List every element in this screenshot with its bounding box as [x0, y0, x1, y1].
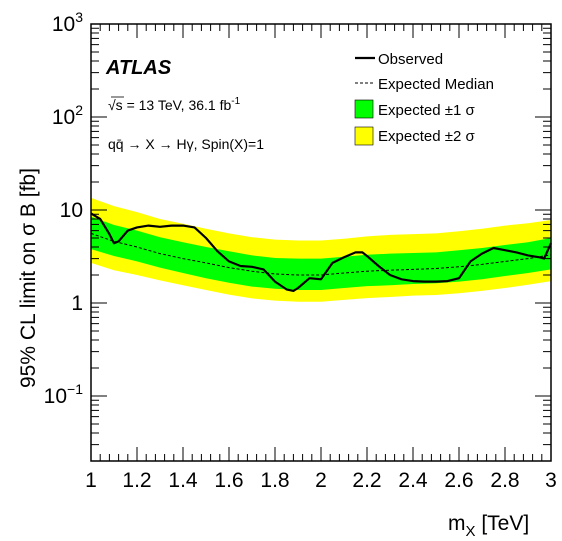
x-tick-label: 2.2: [352, 469, 381, 492]
y-tick-label: 10: [60, 199, 83, 222]
x-tick-label: 1.2: [122, 469, 151, 492]
x-axis-title-unit: [TeV]: [476, 512, 530, 535]
x-axis-title: mX [TeV]: [448, 512, 529, 540]
x-tick-label: 1.6: [214, 469, 243, 492]
y-axis-title: 95% CL limit on σ B [fb]: [17, 168, 40, 388]
legend: Observed Expected Median Expected ±1 σ E…: [354, 51, 494, 146]
x-tick-label: 1: [85, 469, 97, 492]
y-tick-label: 1: [71, 292, 83, 315]
atlas-label: ATLAS: [105, 57, 172, 79]
x-tick-label: 2.6: [444, 469, 473, 492]
legend-2sigma: Expected ±2 σ: [378, 128, 475, 145]
legend-1sigma: Expected ±1 σ: [378, 102, 475, 119]
process-label: qq̄ → X → Hγ, Spin(X)=1: [108, 136, 264, 152]
energy-lumi-sup: -1: [231, 96, 240, 107]
energy-lumi-text: √s = 13 TeV, 36.1 fb: [108, 97, 231, 113]
y-tick-label: 103: [52, 9, 83, 36]
x-tick-label: 3: [545, 469, 557, 492]
energy-lumi-label: √s = 13 TeV, 36.1 fb-1: [108, 96, 241, 113]
x-tick-label: 1.8: [260, 469, 289, 492]
band-1sigma: [91, 216, 551, 290]
x-axis-title-sub: X: [466, 523, 476, 540]
data-layer: [90, 197, 553, 302]
x-tick-label: 2.4: [398, 469, 428, 492]
y-tick-label: 10−1: [44, 381, 84, 408]
x-axis-title-main: m: [448, 512, 466, 535]
legend-expected: Expected Median: [378, 76, 494, 93]
x-tick-label: 2: [315, 469, 327, 492]
legend-1sigma-swatch: [354, 99, 374, 119]
observed-line: [90, 212, 553, 292]
x-tick-label: 1.4: [168, 469, 198, 492]
x-tick-label: 2.8: [490, 469, 519, 492]
legend-2sigma-swatch: [354, 126, 374, 146]
y-tick-label: 102: [52, 102, 83, 129]
legend-observed: Observed: [378, 51, 443, 68]
